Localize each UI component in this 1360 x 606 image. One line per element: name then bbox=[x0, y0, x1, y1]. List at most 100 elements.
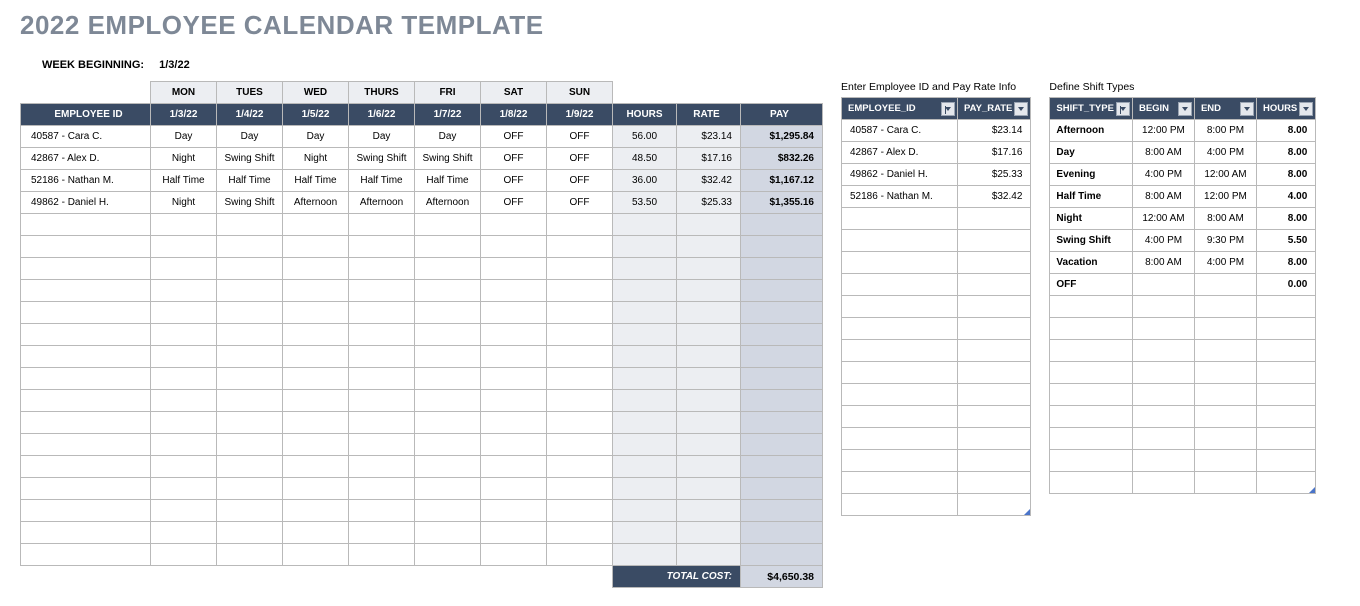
cell-begin[interactable]: 12:00 PM bbox=[1132, 120, 1194, 142]
week-beginning-value[interactable]: 1/3/22 bbox=[159, 59, 190, 71]
cell-hours[interactable]: 8.00 bbox=[1256, 208, 1315, 230]
table-row[interactable] bbox=[21, 434, 823, 456]
cell-begin[interactable]: 12:00 AM bbox=[1132, 208, 1194, 230]
cell-shift[interactable]: OFF bbox=[481, 148, 547, 170]
cell-shift-type[interactable]: Swing Shift bbox=[1050, 230, 1133, 252]
hdr-date-tue[interactable]: 1/4/22 bbox=[217, 104, 283, 126]
table-row[interactable]: Evening4:00 PM12:00 AM8.00 bbox=[1050, 164, 1316, 186]
table-row[interactable] bbox=[842, 208, 1031, 230]
cell-eid[interactable]: 49862 - Daniel H. bbox=[842, 164, 958, 186]
table-row[interactable] bbox=[1050, 340, 1316, 362]
cell-shift-type[interactable]: Night bbox=[1050, 208, 1133, 230]
hdr-pay[interactable]: PAY bbox=[741, 104, 823, 126]
table-row[interactable] bbox=[842, 230, 1031, 252]
table-row[interactable] bbox=[1050, 362, 1316, 384]
cell-shift[interactable]: Swing Shift bbox=[349, 148, 415, 170]
cell-end[interactable]: 12:00 AM bbox=[1194, 164, 1256, 186]
cell-shift[interactable]: Swing Shift bbox=[217, 148, 283, 170]
table-row[interactable] bbox=[842, 274, 1031, 296]
cell-end[interactable]: 12:00 PM bbox=[1194, 186, 1256, 208]
cell-rate[interactable]: $25.33 bbox=[958, 164, 1031, 186]
cell-shift[interactable]: Half Time bbox=[151, 170, 217, 192]
table-row[interactable] bbox=[842, 472, 1031, 494]
table-row[interactable]: 49862 - Daniel H.NightSwing ShiftAfterno… bbox=[21, 192, 823, 214]
cell-shift-type[interactable]: OFF bbox=[1050, 274, 1133, 296]
table-row[interactable]: 42867 - Alex D.NightSwing ShiftNightSwin… bbox=[21, 148, 823, 170]
cell-shift[interactable]: Half Time bbox=[349, 170, 415, 192]
hdr-shift-hours[interactable]: HOURS bbox=[1256, 98, 1315, 120]
cell-end[interactable]: 4:00 PM bbox=[1194, 142, 1256, 164]
table-row[interactable]: Afternoon12:00 PM8:00 PM8.00 bbox=[1050, 120, 1316, 142]
cell-hours[interactable]: 8.00 bbox=[1256, 164, 1315, 186]
hdr-date-fri[interactable]: 1/7/22 bbox=[415, 104, 481, 126]
table-row[interactable] bbox=[1050, 384, 1316, 406]
table-row[interactable] bbox=[21, 500, 823, 522]
table-row[interactable] bbox=[21, 302, 823, 324]
hdr-date-mon[interactable]: 1/3/22 bbox=[151, 104, 217, 126]
cell-shift[interactable]: Night bbox=[151, 192, 217, 214]
cell-begin[interactable]: 4:00 PM bbox=[1132, 164, 1194, 186]
table-row[interactable]: Night12:00 AM8:00 AM8.00 bbox=[1050, 208, 1316, 230]
cell-eid[interactable]: 40587 - Cara C. bbox=[842, 120, 958, 142]
table-row[interactable] bbox=[1050, 428, 1316, 450]
table-row[interactable] bbox=[842, 450, 1031, 472]
cell-hours[interactable]: 8.00 bbox=[1256, 142, 1315, 164]
hdr-hours[interactable]: HOURS bbox=[613, 104, 677, 126]
cell-shift-type[interactable]: Day bbox=[1050, 142, 1133, 164]
cell-shift[interactable]: OFF bbox=[547, 126, 613, 148]
dropdown-icon[interactable] bbox=[1014, 102, 1028, 116]
table-row[interactable] bbox=[21, 522, 823, 544]
table-row[interactable]: Day8:00 AM4:00 PM8.00 bbox=[1050, 142, 1316, 164]
shift-table[interactable]: SHIFT_TYPE BEGIN END HOURS Afternoon12:0… bbox=[1049, 97, 1316, 494]
table-row[interactable] bbox=[21, 478, 823, 500]
hdr-shift-end[interactable]: END bbox=[1194, 98, 1256, 120]
sort-icon[interactable] bbox=[941, 102, 955, 116]
cell-begin[interactable]: 8:00 AM bbox=[1132, 252, 1194, 274]
table-row[interactable]: Swing Shift4:00 PM9:30 PM5.50 bbox=[1050, 230, 1316, 252]
table-row[interactable] bbox=[842, 340, 1031, 362]
cell-end[interactable]: 9:30 PM bbox=[1194, 230, 1256, 252]
table-row[interactable]: OFF 0.00 bbox=[1050, 274, 1316, 296]
cell-end[interactable] bbox=[1194, 274, 1256, 296]
cell-shift[interactable]: Day bbox=[349, 126, 415, 148]
table-row[interactable] bbox=[842, 494, 1031, 516]
hdr-date-wed[interactable]: 1/5/22 bbox=[283, 104, 349, 126]
cell-eid[interactable]: 42867 - Alex D. bbox=[842, 142, 958, 164]
hdr-date-thu[interactable]: 1/6/22 bbox=[349, 104, 415, 126]
cell-hours[interactable]: 4.00 bbox=[1256, 186, 1315, 208]
table-row[interactable] bbox=[842, 362, 1031, 384]
cell-shift[interactable]: Afternoon bbox=[415, 192, 481, 214]
table-row[interactable] bbox=[842, 296, 1031, 318]
cell-begin[interactable] bbox=[1132, 274, 1194, 296]
cell-shift[interactable]: Afternoon bbox=[283, 192, 349, 214]
table-row[interactable]: 40587 - Cara C.DayDayDayDayDayOFFOFF56.0… bbox=[21, 126, 823, 148]
hdr-payrate-eid[interactable]: EMPLOYEE_ID bbox=[842, 98, 958, 120]
cell-shift[interactable]: Night bbox=[151, 148, 217, 170]
cell-hours[interactable]: 0.00 bbox=[1256, 274, 1315, 296]
cell-shift[interactable]: OFF bbox=[481, 192, 547, 214]
table-row[interactable] bbox=[21, 214, 823, 236]
cell-end[interactable]: 8:00 AM bbox=[1194, 208, 1256, 230]
cell-shift-type[interactable]: Vacation bbox=[1050, 252, 1133, 274]
table-row[interactable] bbox=[842, 252, 1031, 274]
table-row[interactable] bbox=[842, 384, 1031, 406]
table-row[interactable] bbox=[842, 428, 1031, 450]
cell-shift[interactable]: Day bbox=[217, 126, 283, 148]
table-row[interactable] bbox=[21, 368, 823, 390]
cell-shift-type[interactable]: Afternoon bbox=[1050, 120, 1133, 142]
cell-end[interactable]: 8:00 PM bbox=[1194, 120, 1256, 142]
hdr-shift-type[interactable]: SHIFT_TYPE bbox=[1050, 98, 1133, 120]
table-row[interactable] bbox=[21, 456, 823, 478]
cell-shift[interactable]: Swing Shift bbox=[217, 192, 283, 214]
table-row[interactable] bbox=[21, 544, 823, 566]
cell-employee[interactable]: 52186 - Nathan M. bbox=[21, 170, 151, 192]
cell-hours[interactable]: 8.00 bbox=[1256, 120, 1315, 142]
cell-shift[interactable]: OFF bbox=[481, 126, 547, 148]
cell-shift[interactable]: Day bbox=[283, 126, 349, 148]
cell-shift[interactable]: OFF bbox=[547, 192, 613, 214]
hdr-date-sun[interactable]: 1/9/22 bbox=[547, 104, 613, 126]
cell-shift[interactable]: Half Time bbox=[283, 170, 349, 192]
table-row[interactable] bbox=[21, 236, 823, 258]
cell-shift[interactable]: Day bbox=[151, 126, 217, 148]
cell-begin[interactable]: 8:00 AM bbox=[1132, 186, 1194, 208]
